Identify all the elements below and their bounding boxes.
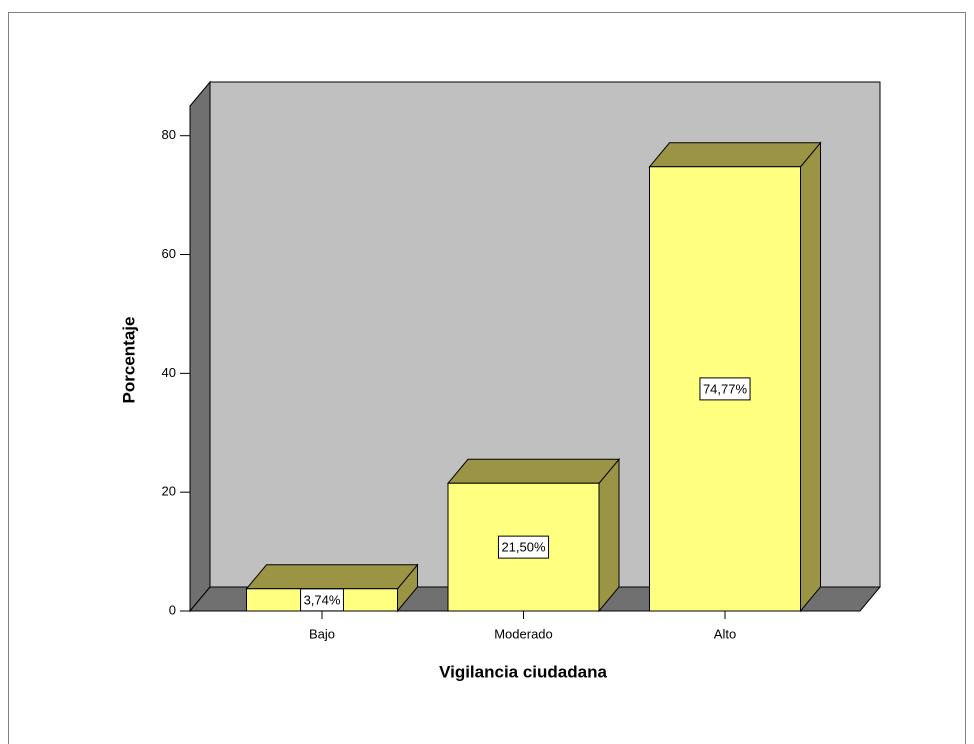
value-label: 74,77% — [703, 381, 748, 396]
x-tick-label: Bajo — [309, 626, 335, 641]
bar-top — [446, 458, 621, 484]
value-label-box — [699, 377, 751, 401]
value-label: 3,74% — [304, 592, 341, 607]
x-axis-label: Vigilancia ciudadana — [439, 662, 607, 681]
value-label-box — [497, 535, 550, 559]
value-label: 21,50% — [501, 540, 546, 555]
y-tick-label: 40 — [162, 365, 176, 380]
y-tick-label: 80 — [162, 127, 176, 142]
bar-side — [598, 457, 620, 613]
bar — [648, 141, 822, 613]
y-tick-label: 60 — [162, 246, 176, 261]
value-label-box — [300, 588, 344, 612]
y-tick-label: 0 — [169, 602, 176, 617]
y-axis-label: Porcentaje — [119, 317, 138, 404]
left-wall — [189, 80, 211, 613]
bar-top — [648, 142, 822, 168]
bar-side — [800, 141, 821, 613]
bar-top — [245, 564, 419, 590]
y-tick-label: 20 — [162, 484, 176, 499]
x-tick-label: Moderado — [494, 626, 553, 641]
bar — [446, 457, 621, 613]
x-tick-label: Alto — [714, 626, 736, 641]
